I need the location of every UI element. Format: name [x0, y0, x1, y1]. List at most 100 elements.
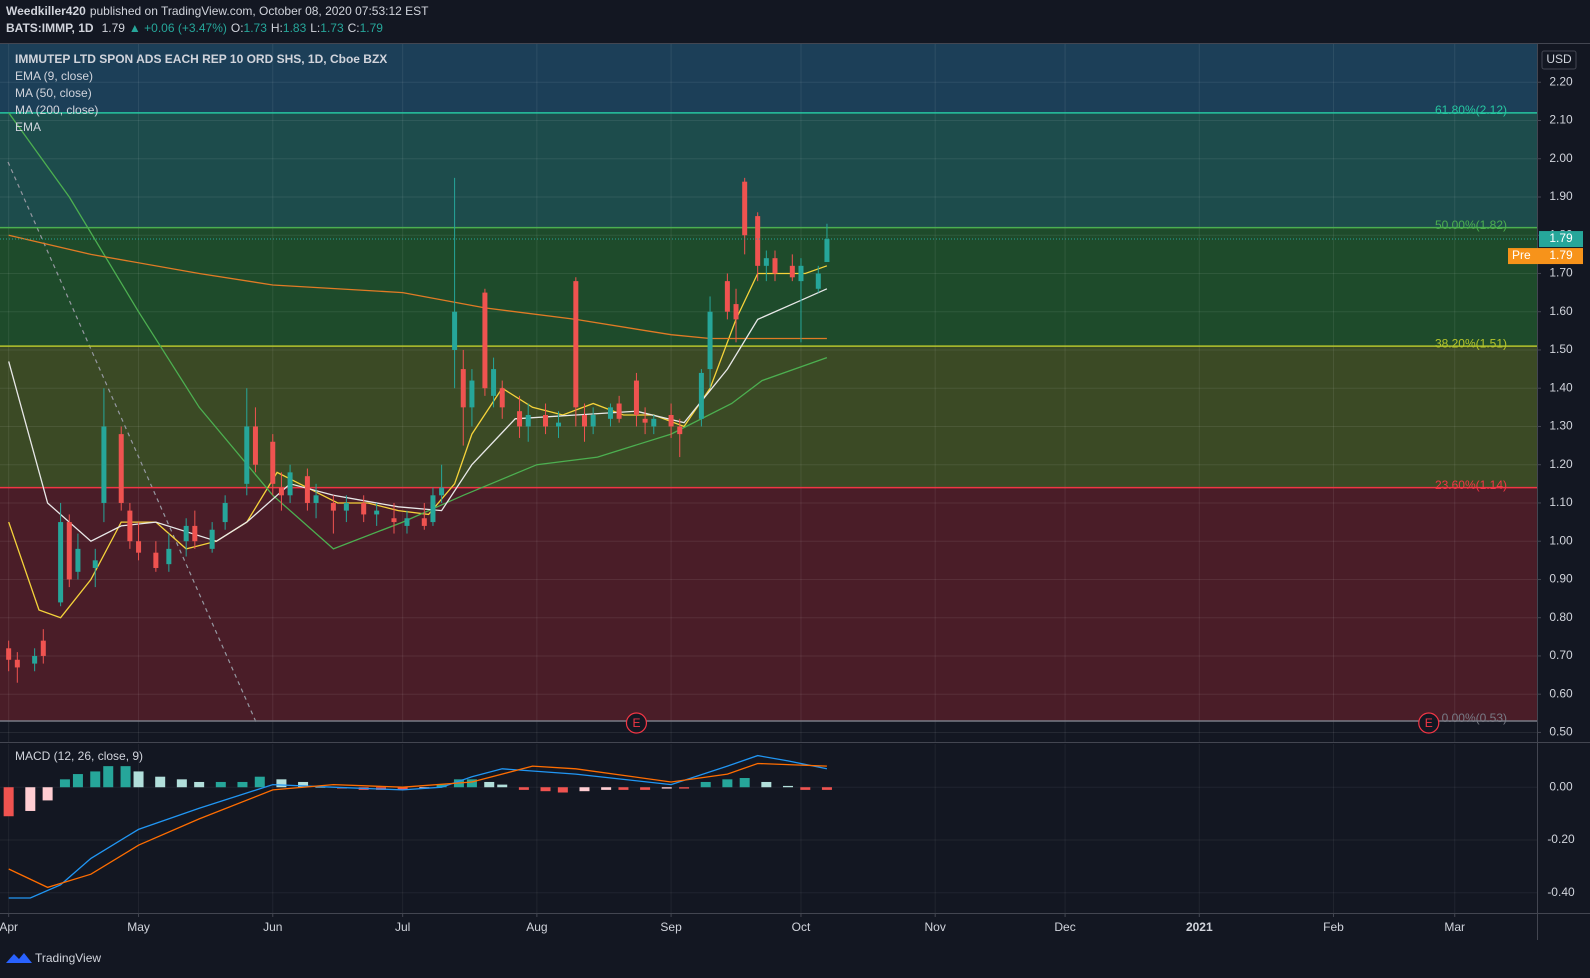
y-tick-label: 1.90	[1549, 189, 1573, 203]
y-tick-label: 1.70	[1549, 266, 1573, 280]
symbol-line: BATS:IMMP, 1D 1.79 ▲ +0.06 (+3.47%) O:1.73 H…	[6, 21, 383, 35]
macd-bar	[120, 766, 131, 788]
fib-levels: 0.00%(0.53) 23.60%(1.14) 38.20%(1.51) 50.00…	[0, 103, 1537, 725]
premarket-tag: Pre	[1512, 248, 1531, 262]
candle-body	[278, 487, 284, 496]
x-tick-label: Jul	[395, 920, 410, 934]
candle-body	[75, 548, 81, 572]
candle-body	[824, 239, 830, 263]
candle-body	[252, 426, 258, 465]
logo-icon	[6, 953, 32, 963]
fib-bands	[0, 44, 1537, 721]
candle-body	[460, 369, 466, 408]
symbol: BATS:IMMP, 1D	[6, 21, 94, 35]
brand: TradingView	[35, 951, 101, 965]
candle-body	[101, 426, 107, 503]
x-tick-label: Dec	[1054, 920, 1075, 934]
macd-bar	[601, 787, 612, 790]
macd-pane	[3, 754, 832, 899]
macd-bar	[661, 787, 672, 789]
x-tick-label: Jun	[263, 920, 282, 934]
y-tick-label: 0.80	[1549, 610, 1573, 624]
premarket-box	[1508, 248, 1583, 265]
candle-body	[153, 552, 159, 568]
candle-body	[136, 541, 142, 553]
candle-body	[491, 369, 497, 396]
x-tick-label: Sep	[660, 920, 682, 934]
macd-bar	[103, 766, 114, 788]
earnings-marker	[625, 712, 648, 734]
last-price-box	[1539, 231, 1583, 248]
macd-bar	[215, 781, 226, 788]
candle-body	[581, 414, 587, 427]
indicator-line	[8, 762, 827, 889]
candle-body	[166, 548, 172, 565]
candle-body	[391, 518, 397, 523]
y-tick-label: 2.10	[1549, 113, 1573, 127]
x-tick-label: Oct	[792, 920, 811, 934]
candle-body	[361, 502, 367, 515]
macd-bar	[540, 787, 551, 792]
macd-bar	[397, 787, 408, 790]
candle-body	[192, 525, 198, 542]
chart-title: IMMUTEP LTD SPON ADS EACH REP 10 ORD SHS…	[15, 52, 387, 66]
candle-body	[6, 648, 12, 660]
macd-bar	[484, 781, 495, 788]
logo	[6, 953, 32, 963]
header-line: Weedkiller420 published on TradingView.co…	[6, 4, 429, 18]
author: Weedkiller420	[6, 4, 86, 18]
legend-entry: EMA (9, close)	[15, 69, 93, 83]
candle-body	[452, 311, 458, 350]
fib-label: 0.00%(0.53)	[1442, 711, 1507, 725]
candle-body	[556, 422, 562, 427]
candle-body	[118, 434, 124, 503]
y-tick-label: 0.50	[1549, 725, 1573, 739]
ohlc-value: 1.73	[320, 21, 344, 35]
fib-label: 38.20%(1.51)	[1435, 336, 1507, 350]
candle-body	[755, 216, 761, 266]
candle-body	[439, 487, 445, 496]
macd-bar	[466, 779, 477, 788]
candle-body	[590, 414, 596, 427]
candle-body	[430, 495, 436, 523]
candle-body	[789, 265, 795, 278]
fib-band	[0, 487, 1537, 721]
candle-body	[270, 441, 276, 484]
candles	[6, 177, 830, 683]
macd-bar	[679, 787, 690, 789]
candle-body	[651, 418, 657, 427]
candle-body	[421, 518, 427, 526]
ohlc-label: L:	[310, 21, 320, 35]
candle-body	[742, 181, 748, 236]
fib-band	[0, 44, 1537, 113]
y-tick-label: 2.20	[1549, 74, 1573, 88]
candle-body	[677, 426, 683, 435]
macd-bar	[436, 784, 447, 788]
indicator-line	[8, 754, 828, 899]
candle-body	[763, 258, 769, 266]
currency-box	[1541, 50, 1577, 70]
y-tick-label: 1.50	[1549, 342, 1573, 356]
macd-bar	[72, 774, 83, 788]
macd-bar	[640, 787, 651, 790]
macd-bar	[782, 785, 793, 788]
legend-entry: MA (50, close)	[15, 86, 92, 100]
legend-entry: EMA	[15, 120, 41, 134]
published: published on TradingView.com, October 08…	[90, 4, 429, 18]
candle-body	[127, 510, 133, 542]
premarket-label: 1.79	[1549, 248, 1573, 262]
macd-bar	[497, 784, 508, 788]
indicator-line	[8, 288, 828, 542]
macd-bar	[579, 787, 590, 792]
last-price-label: 1.79	[1549, 231, 1573, 245]
y-tick-label: 1.00	[1549, 533, 1573, 547]
macd-bar	[800, 787, 811, 790]
candle-body	[14, 659, 20, 668]
macd-bar	[25, 787, 36, 811]
legend-entry: MA (200, close)	[15, 103, 98, 117]
candle-body	[469, 380, 475, 408]
macd-bar	[821, 787, 832, 790]
x-tick-label: Feb	[1323, 920, 1344, 934]
y-tick-label: 1.40	[1549, 380, 1573, 394]
candle-body	[58, 522, 64, 603]
